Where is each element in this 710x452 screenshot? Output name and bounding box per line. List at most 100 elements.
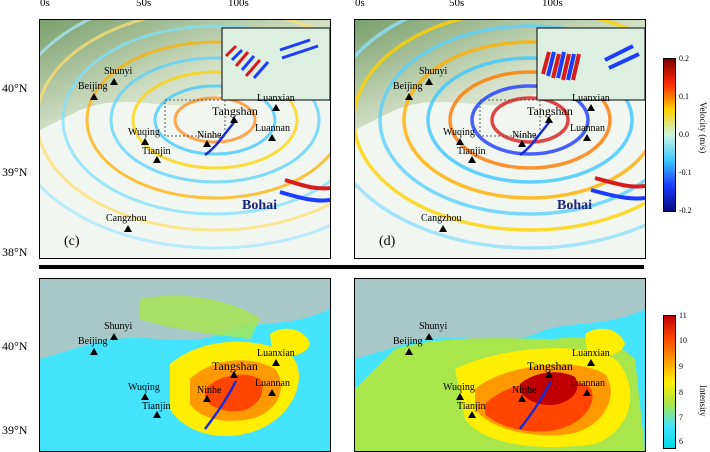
- tianjin-marker-i1: [153, 411, 161, 418]
- beijing-marker-d: [405, 93, 413, 100]
- cangzhou-label-d: Cangzhou: [421, 213, 462, 224]
- luannan-marker-d: [583, 134, 591, 141]
- velocity-map-panel-c: Shunyi Beijing Tangshan Luanxian Luannan…: [39, 19, 331, 259]
- ninhe-label-d: Ninhe: [512, 130, 537, 141]
- shunyi-label-i1: Shunyi: [104, 321, 133, 332]
- luanxian-marker-i2: [587, 359, 595, 366]
- luanxian-marker-c: [272, 104, 280, 111]
- fault-trace-d: [519, 119, 552, 157]
- velocity-wavefield-c: [40, 20, 330, 258]
- time-tick-0s-left: 0s: [40, 0, 50, 9]
- intensity-colorbar: [663, 315, 676, 449]
- cangzhou-marker-d: [439, 225, 447, 232]
- panel-letter-d: (d): [379, 234, 396, 249]
- velocity-tick-4: -0.2: [679, 206, 692, 215]
- intensity-tick-6: 6: [679, 437, 683, 446]
- lat-label-38n-top: 38°N: [2, 245, 28, 259]
- shunyi-marker-c: [110, 78, 118, 85]
- intensity-field-left: [40, 279, 330, 451]
- velocity-tick-3: -0.1: [679, 168, 692, 177]
- intensity-tick-8: 8: [679, 388, 683, 397]
- ninhe-marker-d: [518, 140, 526, 147]
- tangshan-marker-c: [230, 116, 238, 123]
- ninhe-marker-i2: [518, 395, 526, 402]
- wuqing-label-d: Wuqing: [443, 127, 475, 138]
- time-tick-50s-left: 50s: [136, 0, 152, 9]
- ninhe-marker-i1: [203, 395, 211, 402]
- luanxian-label-d: Luanxian: [572, 93, 610, 104]
- luanxian-marker-i1: [272, 359, 280, 366]
- wuqing-marker-i1: [141, 393, 149, 400]
- luannan-marker-i2: [583, 389, 591, 396]
- beijing-label-i1: Beijing: [78, 336, 108, 347]
- lat-label-40n-bottom: 40°N: [2, 339, 28, 353]
- shunyi-label-c: Shunyi: [104, 66, 133, 77]
- wuqing-label-c: Wuqing: [128, 127, 160, 138]
- velocity-tick-1: 0.1: [679, 92, 689, 101]
- intensity-map-left: Shunyi Beijing Tangshan Luanxian Luannan…: [39, 278, 331, 452]
- beijing-label-d: Beijing: [393, 81, 423, 92]
- lat-label-39n-bottom: 39°N: [2, 423, 28, 437]
- intensity-tick-11: 11: [679, 311, 687, 320]
- intensity-colorbar-label: Intensity: [698, 385, 708, 417]
- intensity-field-right: [355, 279, 645, 451]
- luanxian-label-c: Luanxian: [257, 93, 295, 104]
- tangshan-label-i2: Tangshan: [527, 359, 573, 373]
- tianjin-label-c: Tianjin: [142, 146, 171, 157]
- ninhe-label-i1: Ninhe: [197, 385, 222, 396]
- tianjin-marker-i2: [468, 411, 476, 418]
- panel-letter-c: (c): [64, 234, 80, 249]
- time-tick-100s-right: 100s: [542, 0, 563, 9]
- shunyi-marker-d: [425, 78, 433, 85]
- time-tick-50s-right: 50s: [449, 0, 465, 9]
- lat-label-40n-top: 40°N: [2, 81, 28, 95]
- luanxian-label-i2: Luanxian: [572, 348, 610, 359]
- tianjin-label-i1: Tianjin: [142, 401, 171, 412]
- beijing-marker-i2: [405, 348, 413, 355]
- ninhe-marker-c: [203, 140, 211, 147]
- ninhe-label-c: Ninhe: [197, 130, 222, 141]
- luannan-marker-i1: [268, 389, 276, 396]
- row-divider: [39, 265, 644, 269]
- intensity-map-right: Shunyi Beijing Tangshan Luanxian Luannan…: [354, 278, 646, 452]
- velocity-wavefield-d: [355, 20, 645, 258]
- cangzhou-label-c: Cangzhou: [106, 213, 147, 224]
- bohai-label-d: Bohai: [557, 198, 593, 213]
- tianjin-label-i2: Tianjin: [457, 401, 486, 412]
- shunyi-label-i2: Shunyi: [419, 321, 448, 332]
- tangshan-marker-i2: [545, 371, 553, 378]
- fault-trace-c: [204, 119, 237, 157]
- velocity-tick-0: 0.2: [679, 54, 689, 63]
- intensity-tick-10: 10: [679, 336, 687, 345]
- intensity-tick-9: 9: [679, 362, 683, 371]
- velocity-tick-2: 0.0: [679, 130, 689, 139]
- lat-label-39n-top: 39°N: [2, 165, 28, 179]
- ninhe-label-i2: Ninhe: [512, 385, 537, 396]
- wuqing-label-i2: Wuqing: [443, 382, 475, 393]
- luannan-label-d: Luannan: [570, 123, 605, 134]
- shunyi-label-d: Shunyi: [419, 66, 448, 77]
- velocity-colorbar-label: Velocity (m/s): [698, 102, 708, 154]
- bohai-label-c: Bohai: [242, 198, 278, 213]
- tianjin-label-d: Tianjin: [457, 146, 486, 157]
- tangshan-marker-d: [545, 116, 553, 123]
- velocity-map-panel-d: Shunyi Beijing Tangshan Luanxian Luannan…: [354, 19, 646, 259]
- beijing-marker-i1: [90, 348, 98, 355]
- time-tick-100s-left: 100s: [228, 0, 249, 9]
- luannan-marker-c: [268, 134, 276, 141]
- wuqing-marker-i2: [456, 393, 464, 400]
- velocity-colorbar: [663, 58, 676, 212]
- luannan-label-i2: Luannan: [570, 378, 605, 389]
- fault-trace-intensity-left: [203, 380, 238, 430]
- tangshan-marker-i1: [230, 371, 238, 378]
- luanxian-marker-d: [587, 104, 595, 111]
- intensity-tick-7: 7: [679, 413, 683, 422]
- beijing-marker-c: [90, 93, 98, 100]
- luanxian-label-i1: Luanxian: [257, 348, 295, 359]
- beijing-label-c: Beijing: [78, 81, 108, 92]
- luannan-label-i1: Luannan: [255, 378, 290, 389]
- tangshan-label-i1: Tangshan: [212, 359, 258, 373]
- wuqing-label-i1: Wuqing: [128, 382, 160, 393]
- fault-trace-intensity-right: [518, 380, 553, 430]
- time-tick-0s-right: 0s: [355, 0, 365, 9]
